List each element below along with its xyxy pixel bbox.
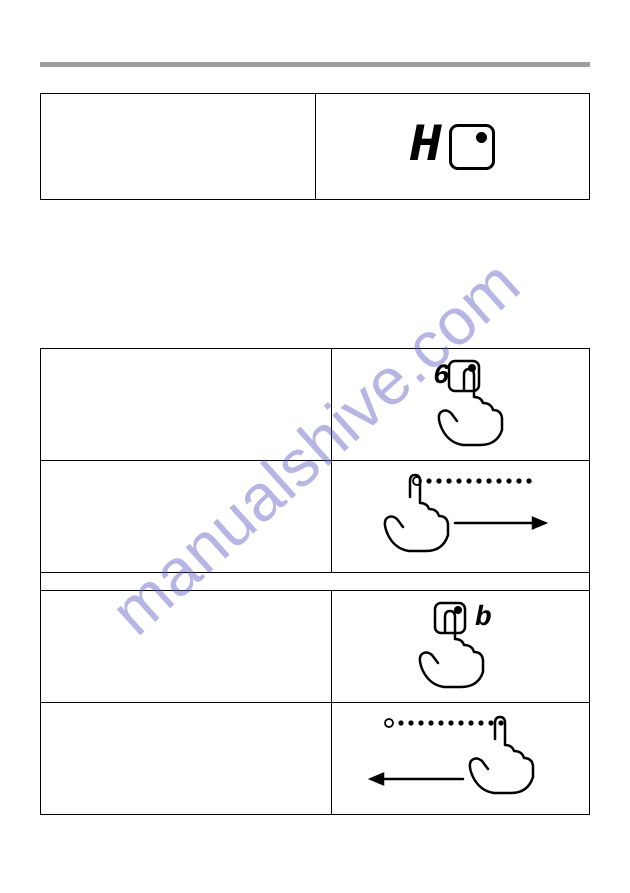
cell-right: 6 [331,349,589,461]
hand-slide-right-icon [355,467,565,562]
cell-right: b [331,591,589,703]
cell-right [331,703,589,815]
cell-right [331,461,589,573]
gap-cell [41,573,590,591]
instruction-table: 6 [40,348,590,815]
table-row: H [41,94,590,200]
key-icon [449,124,495,170]
segment-digit: H [409,120,441,174]
cell-left [41,591,332,703]
hand-press-key-icon: 6 [385,355,535,450]
cell-left [41,94,316,200]
table-row: 6 [41,349,590,461]
cell-left [41,461,332,573]
info-table-1: H [40,93,590,200]
hand-slide-left-icon [355,709,565,804]
table-gap-row [41,573,590,591]
table-row [41,461,590,573]
hand-press-key-icon: b [385,597,535,692]
cell-right: H [315,94,590,200]
svg-text:6: 6 [433,361,450,392]
cell-left [41,349,332,461]
cell-left [41,703,332,815]
display-h-key: H [409,120,495,174]
header-rule [40,62,590,67]
table-row: b [41,591,590,703]
manual-page: H 6 [0,0,630,893]
key-dot-icon [476,132,487,143]
table-row [41,703,590,815]
section-gap [40,200,590,348]
svg-text:b: b [475,603,492,634]
